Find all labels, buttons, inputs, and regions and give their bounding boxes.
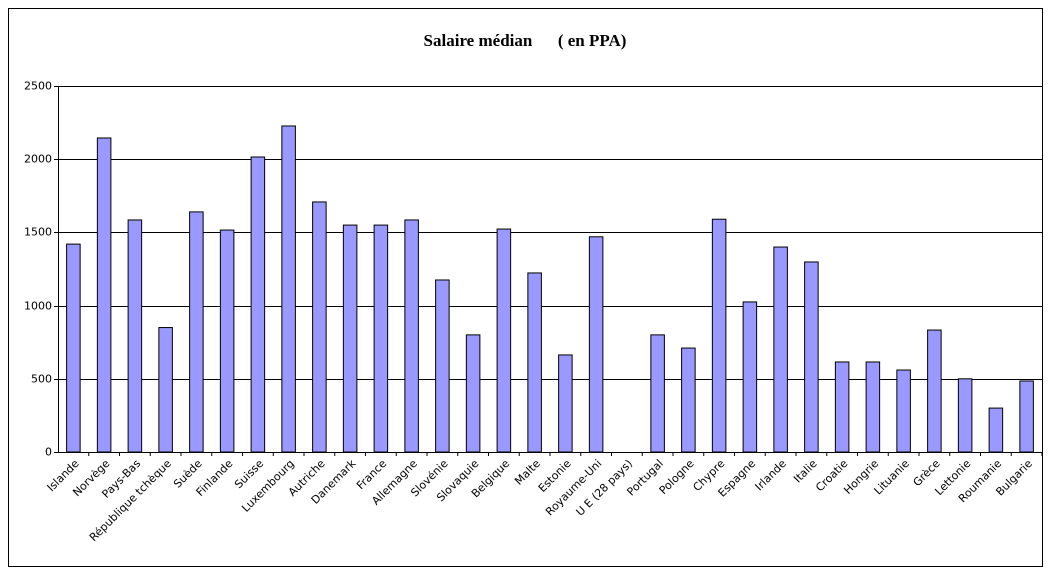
bar [588,236,604,453]
bar [281,125,296,453]
chart-title: Salaire médian ( en PPA) [424,31,627,50]
bar [957,378,973,453]
bar [896,369,911,453]
bar [988,407,1004,453]
chart-border [8,8,1043,567]
bar [804,261,819,453]
bar [742,301,758,453]
bar [158,327,173,453]
y-tick-label: 500 [31,373,52,386]
bar [435,279,450,453]
bar [127,219,143,453]
y-tick-label: 2000 [24,153,52,166]
bar [219,229,235,453]
bar [465,334,481,453]
bar [927,329,942,453]
bar [711,218,727,453]
bar [865,361,881,453]
bar [773,246,788,453]
bar [527,272,542,453]
y-tick-label: 1000 [24,300,52,313]
bar [558,354,573,453]
bar [373,224,389,453]
bar [834,361,850,453]
y-tick-label: 0 [45,446,52,459]
bar [681,347,696,453]
bar [1019,380,1034,453]
y-tick-label: 1500 [24,226,52,239]
bar [404,219,419,453]
bar [650,334,665,453]
bar [342,224,358,453]
bar [66,243,81,453]
bar [496,228,512,453]
bar [189,211,204,453]
bar [312,201,327,453]
bar [96,137,112,453]
y-tick-label: 2500 [24,80,52,93]
bar [250,156,266,453]
